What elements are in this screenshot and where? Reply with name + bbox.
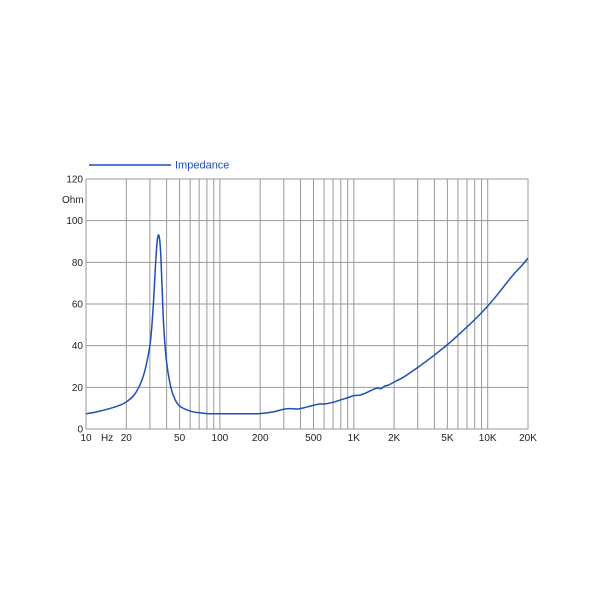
y-tick-label: 100	[66, 216, 83, 227]
series-layer	[85, 234, 529, 415]
series-line-impedance	[85, 234, 529, 415]
y-tick-label: 80	[72, 258, 84, 269]
y-tick-label: 0	[77, 425, 83, 436]
x-tick-label: 10K	[479, 433, 497, 444]
y-axis-label: Ohm	[62, 195, 84, 206]
y-tick-label: 120	[66, 175, 83, 186]
x-axis-label: Hz	[101, 433, 113, 444]
x-tick-label: 2K	[388, 433, 401, 444]
x-tick-label: 1K	[348, 433, 361, 444]
y-tick-label: 20	[72, 383, 84, 394]
grid-layer	[85, 178, 529, 430]
x-tick-label: 20K	[519, 433, 537, 444]
x-tick-label: 5K	[441, 433, 454, 444]
legend: Impedance	[89, 160, 229, 172]
y-tick-label: 40	[72, 341, 84, 352]
x-tick-label: 10	[80, 433, 92, 444]
x-tick-label: 200	[252, 433, 269, 444]
axis-layer: 0 20 40 60 80 100 120 10 20 50 100 200 500 1K 2K 5K 10K 2…	[66, 175, 537, 445]
x-tick-label: 100	[212, 433, 229, 444]
legend-label-impedance: Impedance	[175, 160, 229, 172]
x-tick-label: 50	[174, 433, 186, 444]
x-tick-label: 500	[305, 433, 322, 444]
x-tick-label: 20	[121, 433, 133, 444]
y-tick-label: 60	[72, 300, 84, 311]
